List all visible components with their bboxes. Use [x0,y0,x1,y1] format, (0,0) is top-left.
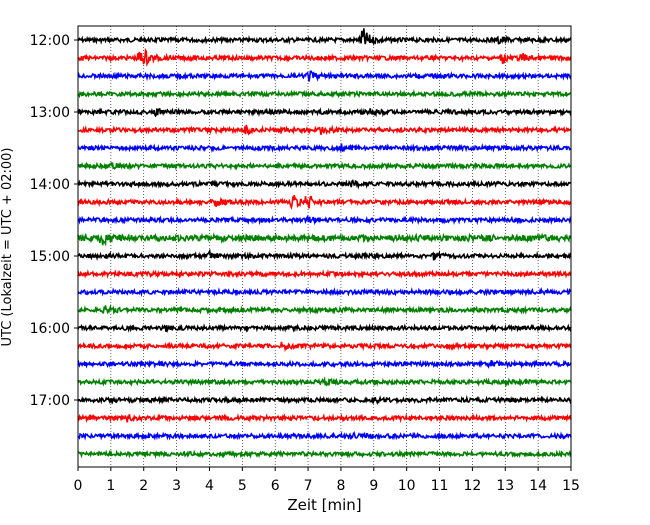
plot-frame [77,25,572,468]
x-tick-label: 12 [463,478,481,494]
x-tick-label: 5 [238,478,247,494]
y-tick-label: 17:00 [30,393,70,409]
trace-line [77,194,572,210]
x-tick-label: 3 [172,478,181,494]
x-tick-label: 13 [496,478,514,494]
trace-line [77,394,572,405]
trace-line [77,341,572,353]
trace-line [77,107,572,118]
trace-line [77,28,572,46]
trace-line [77,322,572,334]
x-tick-label: 1 [106,478,115,494]
trace-line [77,89,572,99]
x-tick-label: 8 [336,478,345,494]
y-tick-label: 13:00 [30,105,70,121]
trace-line [77,268,572,279]
trace-line [77,232,572,247]
x-tick-label: 9 [369,478,378,494]
trace-line [77,124,572,136]
x-axis-ticks: 0 1 2 3 4 5 6 7 8 9 10 11 12 13 14 15 [74,467,580,494]
traces-group [77,28,572,460]
trace-line [77,143,572,153]
trace-line [77,431,572,441]
trace-line [77,179,572,190]
x-tick-label: 11 [431,478,449,494]
y-axis-ticks: 12:00 13:00 14:00 15:00 16:00 17:00 [30,33,78,409]
x-tick-label: 6 [271,478,280,494]
trace-line [77,303,572,315]
trace-line [77,70,572,82]
x-axis-label: Zeit [min] [287,496,361,514]
trace-line [77,47,572,67]
trace-line [77,449,572,460]
x-tick-label: 15 [562,478,580,494]
y-tick-label: 14:00 [30,177,70,193]
trace-line [77,412,572,424]
x-tick-label: 4 [205,478,214,494]
trace-line [77,286,572,297]
trace-line [77,214,572,226]
y-tick-label: 16:00 [30,321,70,337]
trace-line [77,161,572,172]
x-tick-label: 10 [398,478,416,494]
x-tick-label: 14 [529,478,547,494]
x-tick-label: 2 [139,478,148,494]
y-tick-label: 15:00 [30,249,70,265]
x-tick-label: 0 [74,478,83,494]
trace-line [77,359,572,370]
trace-line [77,248,572,262]
trace-line [77,376,572,388]
x-tick-label: 7 [304,478,313,494]
y-axis-label: UTC (Lokalzeit = UTC + 02:00) [0,148,15,347]
y-tick-label: 12:00 [30,33,70,49]
